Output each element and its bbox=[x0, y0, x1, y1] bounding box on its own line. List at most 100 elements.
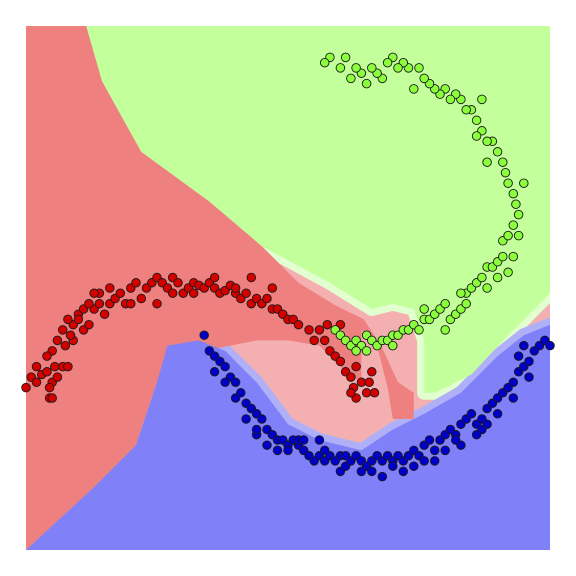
scatter-point bbox=[31, 377, 42, 388]
scatter-point bbox=[367, 466, 377, 477]
series-2 bbox=[199, 330, 555, 482]
scatter-point bbox=[492, 409, 503, 419]
scatter-point bbox=[414, 325, 424, 335]
scatter-point bbox=[356, 377, 367, 388]
scatter-point bbox=[508, 188, 519, 199]
scatter-point bbox=[63, 361, 73, 372]
scatter-point bbox=[513, 209, 524, 220]
scatter-point bbox=[57, 325, 68, 335]
scatter-point bbox=[398, 466, 409, 477]
scatter-point bbox=[84, 319, 94, 330]
scatter-point bbox=[440, 445, 450, 456]
scatter-point bbox=[335, 63, 346, 73]
scatter-point bbox=[21, 382, 31, 393]
scatter-point bbox=[319, 57, 330, 68]
scatter-point bbox=[304, 325, 314, 335]
scatter-point bbox=[44, 382, 55, 393]
scatter-point bbox=[513, 230, 524, 241]
scatter-point bbox=[220, 377, 230, 388]
scatter-point bbox=[73, 314, 84, 325]
scatter-point bbox=[377, 471, 388, 482]
scatter-point bbox=[508, 393, 519, 403]
scatter-point bbox=[519, 178, 529, 188]
scatter-point bbox=[209, 367, 220, 377]
scatter-point bbox=[482, 283, 492, 293]
scatter-point bbox=[42, 351, 52, 361]
scatter-point bbox=[63, 314, 73, 325]
scatter-point bbox=[450, 435, 461, 445]
scatter-point bbox=[500, 167, 511, 178]
scatter-point bbox=[65, 330, 76, 340]
scatter-point bbox=[257, 414, 267, 424]
scatter-point bbox=[99, 309, 110, 319]
scatter-point bbox=[340, 52, 351, 63]
scatter-point bbox=[335, 356, 346, 367]
scatter-point bbox=[262, 293, 272, 304]
scatter-point bbox=[115, 288, 126, 298]
scatter-point bbox=[471, 131, 482, 141]
scatter-point bbox=[340, 450, 351, 461]
scatter-point bbox=[319, 335, 330, 346]
scatter-point bbox=[503, 178, 513, 188]
scatter-point bbox=[409, 461, 419, 471]
scatter-point bbox=[461, 105, 471, 115]
scatter-point bbox=[511, 199, 521, 209]
scatter-point bbox=[524, 356, 534, 367]
scatter-point bbox=[419, 456, 429, 466]
scatter-point bbox=[356, 466, 367, 477]
scatter-point bbox=[31, 361, 42, 372]
scatter-point bbox=[382, 57, 393, 68]
scatter-point bbox=[361, 388, 372, 398]
scatter-point bbox=[508, 220, 519, 230]
scatter-point bbox=[267, 283, 278, 293]
scatter-point bbox=[241, 288, 251, 298]
scatter-point bbox=[503, 230, 513, 241]
scatter-point bbox=[388, 461, 398, 471]
scatter-point bbox=[322, 319, 333, 330]
scatter-point bbox=[126, 298, 136, 309]
region-green bbox=[86, 26, 550, 393]
scatter-point bbox=[498, 251, 508, 262]
scatter-point bbox=[131, 278, 141, 288]
scatter-point bbox=[367, 63, 377, 73]
scatter-point bbox=[47, 393, 57, 403]
scatter-point bbox=[42, 367, 52, 377]
scatter-point bbox=[84, 298, 94, 309]
scatter-point bbox=[545, 340, 555, 351]
series-0 bbox=[21, 272, 380, 403]
scatter-point bbox=[199, 330, 209, 340]
scatter-point bbox=[419, 73, 429, 84]
scatter-point bbox=[445, 94, 456, 105]
scatter-point bbox=[209, 272, 220, 283]
scatter-point bbox=[89, 288, 99, 298]
scatter-point bbox=[351, 361, 361, 372]
scatter-point bbox=[52, 335, 63, 346]
scatter-point bbox=[351, 346, 361, 356]
scatter-point bbox=[346, 388, 356, 398]
scatter-point bbox=[52, 372, 63, 382]
scatter-point bbox=[498, 157, 508, 167]
scatter-point bbox=[482, 419, 492, 429]
scatter-point bbox=[414, 63, 424, 73]
scatter-point bbox=[60, 340, 71, 351]
scatter-point bbox=[440, 298, 450, 309]
scatter-point bbox=[361, 78, 372, 89]
scatter-point bbox=[314, 325, 325, 335]
scatter-point bbox=[272, 445, 283, 456]
scatter-point bbox=[361, 346, 372, 356]
scatter-point bbox=[188, 288, 199, 298]
scatter-point bbox=[346, 73, 356, 84]
scatter-point bbox=[230, 393, 241, 403]
scatter-point bbox=[251, 424, 262, 435]
scatter-point bbox=[503, 267, 513, 278]
scatter-point bbox=[477, 272, 487, 283]
scatter-point bbox=[477, 94, 487, 105]
scatter-point bbox=[492, 147, 503, 157]
series-1 bbox=[319, 52, 529, 356]
scatter-point bbox=[152, 298, 162, 309]
scatter-point bbox=[241, 414, 251, 424]
scatter-point bbox=[50, 361, 60, 372]
scatter-point bbox=[492, 272, 503, 283]
